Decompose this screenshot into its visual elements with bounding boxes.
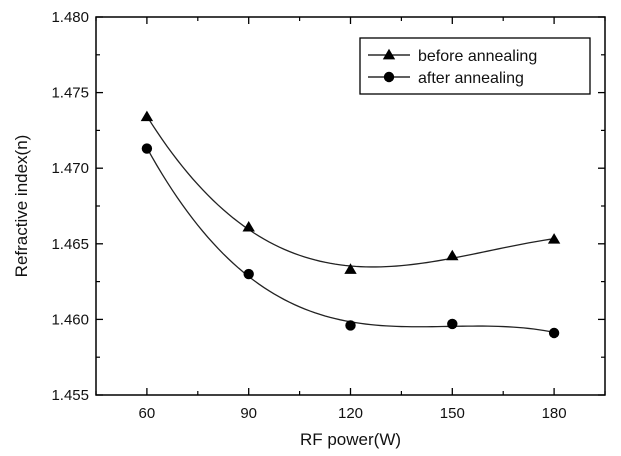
x-axis-title: RF power(W) [300,430,401,449]
fit-curve-triangle [146,115,555,268]
marker-triangle [446,249,459,261]
y-tick-label: 1.475 [51,85,89,102]
x-axis-ticks: 60 90 120 150 180 [95,17,606,422]
legend-marker-circle [383,71,395,83]
x-tick-label: 90 [240,405,257,422]
legend-label-before-annealing: before annealing [418,48,537,65]
marker-circle [243,268,254,280]
legend-marker-triangle [382,48,396,60]
marker-triangle [344,263,357,274]
y-tick-label: 1.460 [51,311,89,328]
y-tick-label: 1.470 [51,160,89,177]
marker-circle [141,143,153,154]
marker-triangle [547,233,561,244]
y-tick-label: 1.465 [51,236,89,253]
x-tick-label: 120 [338,405,363,422]
marker-circle [447,318,458,330]
x-tick-label: 180 [542,405,567,422]
fit-curves [146,115,555,334]
legend-box [359,37,591,95]
marker-circle [345,320,356,331]
marker-triangle [242,220,255,232]
x-tick-label: 60 [139,405,156,422]
data-markers [140,110,561,339]
marker-circle [548,327,560,339]
y-axis-ticks: 1.455 1.460 1.465 1.470 1.475 1.480 [51,9,605,404]
y-axis-title: Refractive index(n) [12,135,31,278]
marker-triangle [140,110,154,122]
x-tick-label: 150 [440,405,465,422]
legend-label-after-annealing: after annealing [418,70,524,87]
y-tick-label: 1.480 [51,9,89,26]
legend: before annealing after annealing [359,37,591,95]
fit-curve-circle [146,147,555,334]
y-tick-label: 1.455 [51,387,89,404]
